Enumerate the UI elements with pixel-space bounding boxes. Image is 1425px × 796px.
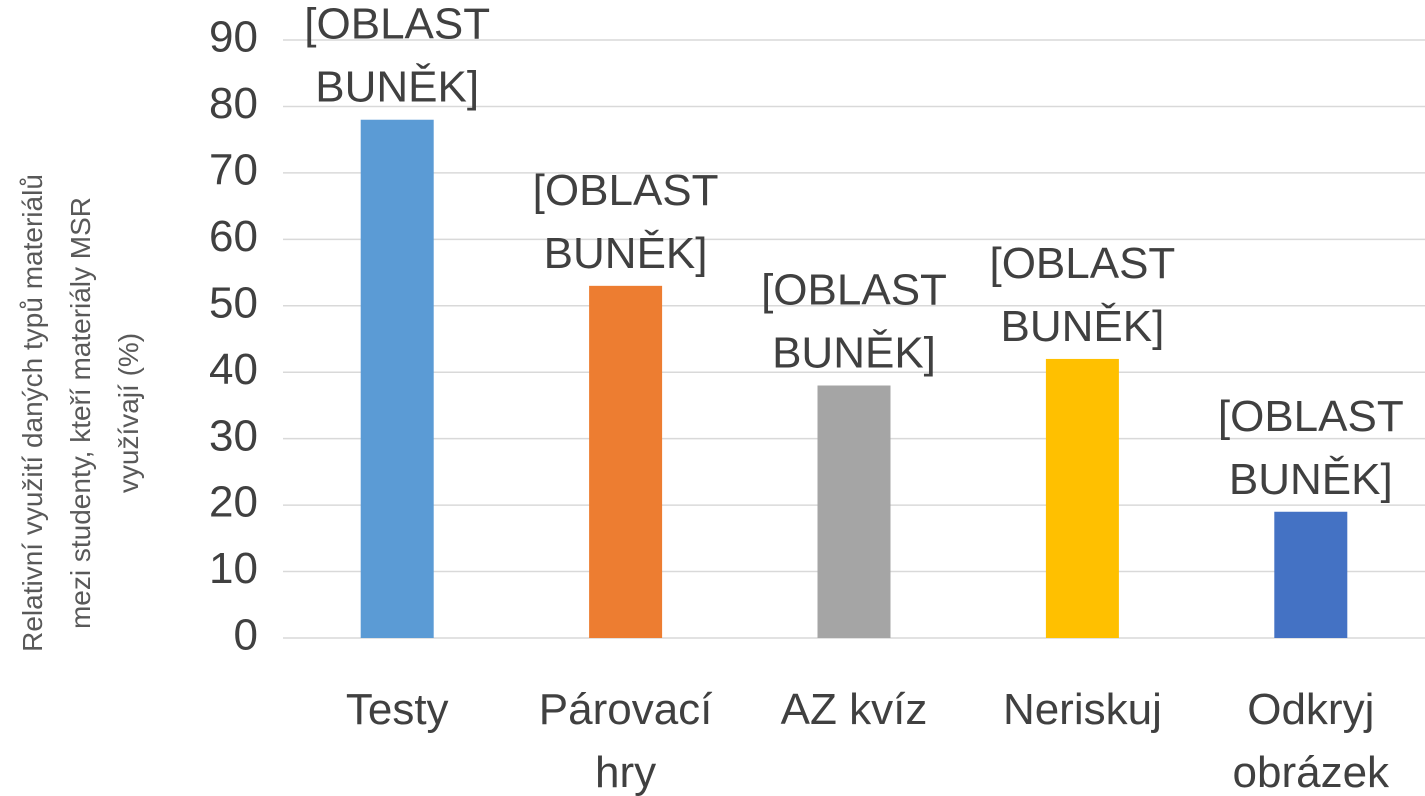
bar (1045, 358, 1119, 638)
y-tick-label: 80 (209, 79, 258, 128)
y-tick-label: 20 (209, 478, 258, 527)
y-axis-label-line: mezi studenty, kteří materiály MSR (65, 197, 96, 629)
bar (360, 119, 434, 638)
x-tick-label: Neriskuj (1003, 685, 1162, 734)
y-tick-label: 10 (209, 544, 258, 593)
x-tick-label: Testy (346, 685, 449, 734)
y-tick-label: 70 (209, 146, 258, 195)
y-tick-label: 0 (234, 611, 258, 660)
data-label: [OBLAST BUNĚK] (533, 166, 719, 278)
y-axis-label: Relativní využití daných typů materiálů m… (17, 174, 144, 652)
bar (817, 385, 891, 638)
data-label: [OBLAST BUNĚK] (989, 239, 1175, 351)
x-tick-label: AZ kvíz (781, 685, 928, 734)
y-tick-label: 90 (209, 13, 258, 62)
y-tick-label: 30 (209, 411, 258, 460)
y-tick-label: 50 (209, 278, 258, 327)
y-axis-label-line: Relativní využití daných typů materiálů (17, 174, 48, 652)
bar (589, 285, 663, 638)
data-label: [OBLAST BUNĚK] (304, 0, 490, 112)
data-label: [OBLAST BUNĚK] (761, 266, 947, 378)
x-tick-label: Odkryj obrázek (1233, 685, 1391, 796)
x-tick-label: Párovací hry (539, 685, 713, 796)
y-tick-label: 40 (209, 345, 258, 394)
y-axis-label-line: využívají (%) (113, 333, 144, 493)
bar (1274, 511, 1348, 638)
data-label: [OBLAST BUNĚK] (1218, 392, 1404, 504)
y-tick-label: 60 (209, 212, 258, 261)
